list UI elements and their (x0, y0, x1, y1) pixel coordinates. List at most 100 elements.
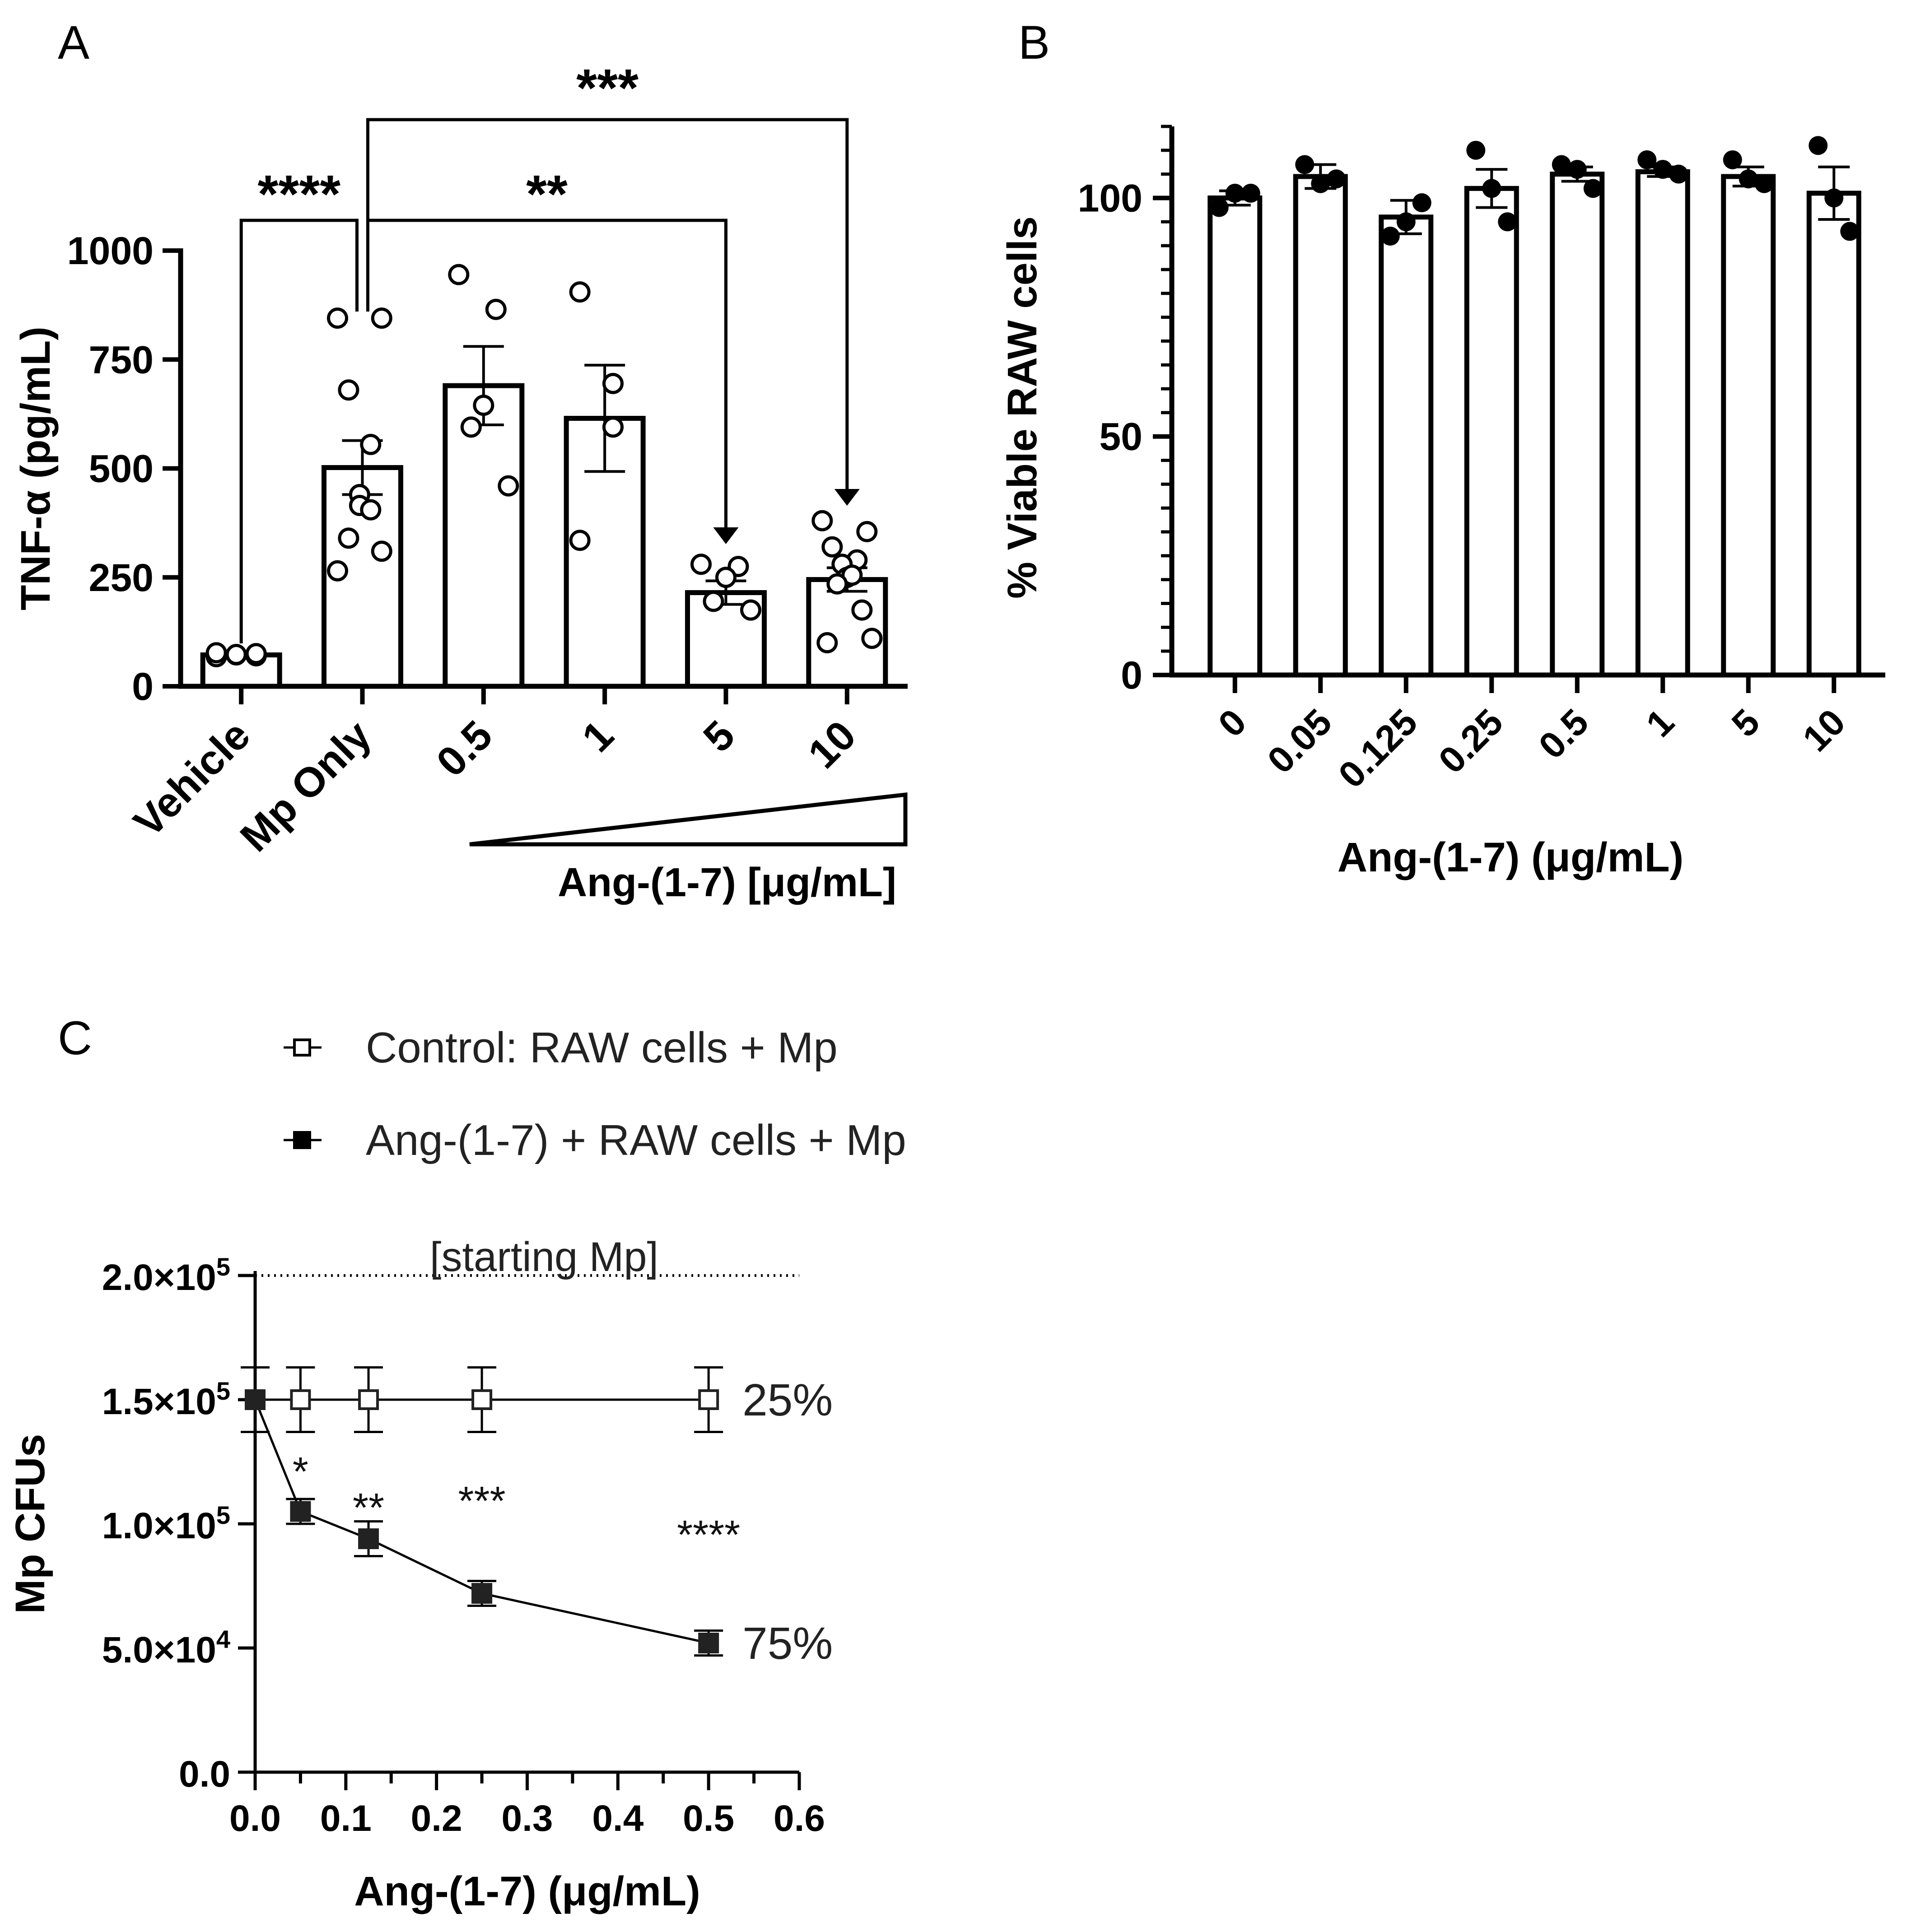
x-tick-label: 5 (1724, 701, 1768, 745)
x-axis-label: Ang-(1-7) [μg/mL] (558, 860, 896, 905)
data-point (602, 416, 624, 438)
significance-bracket (366, 118, 849, 499)
legend-label: Ang-(1-7) + RAW cells + Mp (366, 1116, 906, 1164)
data-point (698, 1633, 719, 1653)
data-point (821, 536, 843, 558)
data-point (1380, 227, 1400, 246)
data-point (1396, 212, 1416, 232)
x-tick-label: 0.1 (320, 1798, 372, 1839)
data-point (1412, 193, 1431, 213)
series-end-label: 75% (742, 1618, 833, 1669)
data-point (460, 416, 482, 438)
data-point (225, 644, 247, 666)
data-point (811, 510, 833, 531)
data-point (360, 433, 382, 455)
data-point (498, 475, 519, 497)
data-point (1669, 164, 1688, 184)
data-point (485, 298, 507, 320)
y-tick-label: 1.5×105 (102, 1377, 230, 1422)
arrow-head (713, 527, 739, 544)
data-point (245, 1389, 266, 1410)
data-point (703, 591, 724, 612)
data-point (327, 307, 348, 329)
panel-label-b: B (1018, 16, 1050, 69)
x-tick-label: 0.5 (1531, 701, 1597, 767)
bar (1806, 191, 1861, 678)
chart-c: Control: RAW cells + Mp Ang-(1-7) + RAW c… (7, 1024, 906, 1914)
significance-label: **** (677, 1513, 740, 1558)
significance-label: *** (458, 1479, 506, 1524)
bar (443, 383, 525, 689)
y-tick-label: 0.0 (179, 1754, 230, 1795)
y-tick-label: 2.0×105 (102, 1252, 230, 1298)
significance-label: *** (576, 58, 639, 118)
x-axis-label: Ang-(1-7) (μg/mL) (354, 1868, 700, 1914)
data-point (602, 372, 624, 394)
bar (1207, 195, 1263, 678)
y-tick-label: 1000 (67, 229, 154, 273)
panel-label-a: A (58, 16, 89, 69)
x-tick-label: 0.5 (683, 1798, 734, 1839)
legend-marker (293, 1038, 311, 1057)
data-point (338, 379, 359, 401)
data-point (740, 599, 761, 621)
data-point (1583, 179, 1603, 198)
significance-label: ** (526, 164, 568, 224)
y-axis-label: % Viable RAW cells (999, 216, 1045, 599)
y-axis-label: TNF-α (pg/mL) (13, 326, 59, 610)
data-point (826, 573, 848, 595)
y-tick-label: 250 (89, 556, 154, 600)
x-tick-label: 0.0 (229, 1798, 281, 1839)
data-point (1295, 155, 1315, 174)
series-end-label: 25% (742, 1375, 833, 1425)
bar (1464, 186, 1519, 678)
data-point (1653, 160, 1673, 179)
y-tick-label: 5.0×104 (102, 1625, 230, 1671)
legend-marker (293, 1131, 311, 1149)
data-point (1754, 174, 1774, 193)
data-point (1241, 183, 1260, 203)
data-point (471, 1389, 493, 1410)
data-point (1498, 212, 1517, 232)
significance-label: * (293, 1449, 308, 1494)
data-point (1637, 150, 1657, 169)
data-point (205, 642, 227, 664)
data-point (1840, 222, 1860, 241)
data-point (1209, 198, 1229, 217)
data-point (861, 628, 883, 649)
bar (1379, 214, 1434, 678)
data-point (1311, 174, 1330, 193)
y-tick-label: 1.0×105 (102, 1501, 230, 1546)
data-point (290, 1501, 311, 1522)
data-point (290, 1389, 311, 1410)
data-point (1327, 169, 1346, 189)
x-tick-label: 0.05 (1260, 701, 1340, 781)
dose-wedge (469, 792, 908, 847)
data-point (327, 560, 348, 582)
x-tick-label: 0.5 (428, 712, 501, 786)
x-tick-label: 10 (1795, 701, 1853, 759)
y-axis-label: Mp CFUs (7, 1434, 53, 1614)
data-point (1466, 140, 1486, 160)
data-point (851, 599, 873, 621)
data-point (1809, 136, 1828, 155)
data-point (338, 527, 359, 549)
x-tick-label: 1 (573, 712, 622, 761)
reference-label: [starting Mp] (430, 1234, 658, 1280)
x-tick-label: Mp Only (232, 712, 380, 861)
x-tick-label: 0.6 (774, 1798, 825, 1839)
data-point (471, 1583, 493, 1604)
y-tick-label: 100 (1078, 177, 1143, 220)
x-tick-label: 5 (695, 712, 743, 761)
data-point (448, 264, 470, 285)
x-tick-label: 0.25 (1431, 701, 1511, 781)
data-point (856, 521, 878, 542)
data-point (690, 554, 712, 575)
legend-label: Control: RAW cells + Mp (366, 1024, 838, 1072)
data-point (698, 1389, 719, 1410)
y-tick-label: 50 (1099, 415, 1142, 459)
data-point (569, 281, 591, 303)
